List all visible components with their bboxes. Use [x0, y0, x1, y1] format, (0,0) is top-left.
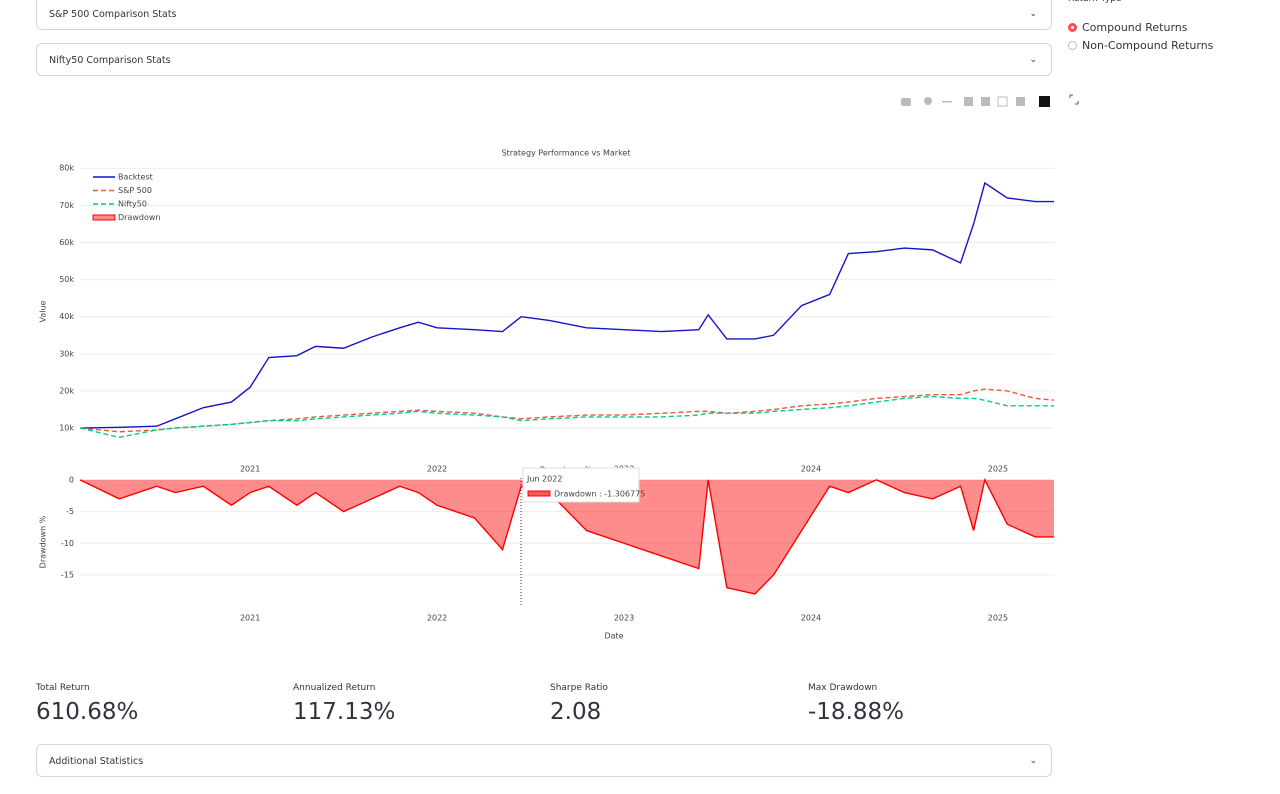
legend-label: Drawdown [118, 213, 160, 222]
metric-label: Max Drawdown [808, 683, 878, 693]
tooltip-date: Jun 2022 [526, 475, 562, 484]
y-tick-label: 30k [59, 349, 74, 358]
expander[interactable]: Nifty50 Comparison Stats ⌄ [36, 43, 1052, 76]
y-tick-label: -10 [61, 539, 74, 548]
toolbar [901, 94, 1079, 107]
radio-label: Return Type [1068, 0, 1121, 4]
radio-option[interactable]: Compound Returns [1068, 21, 1188, 34]
zoom-in-icon[interactable] [964, 97, 973, 106]
y-tick-label: 80k [59, 164, 74, 173]
chevron: ⌄ [1029, 55, 1037, 65]
metric: Max Drawdown -18.88% [808, 683, 904, 725]
metric: Sharpe Ratio 2.08 [550, 683, 608, 725]
expander-label: Nifty50 Comparison Stats [49, 55, 171, 66]
y-tick-label: 40k [59, 312, 74, 321]
chart: 10k 20k 30k 40k 50k 60k 70k 80k 2021 2022 2023 2024… [39, 94, 1079, 641]
tooltip-swatch [527, 490, 551, 497]
y-tick-label: 50k [59, 275, 74, 284]
y-tick-label: 0 [69, 475, 74, 484]
x-tick-label: 2024 [801, 465, 821, 474]
x-tick-label: 2021 [240, 614, 260, 623]
metric-value: 610.68% [36, 699, 139, 725]
y-axis-title: Drawdown % [39, 515, 48, 568]
metric-value: 2.08 [550, 699, 602, 725]
chevron: ⌄ [1029, 9, 1037, 19]
x-tick-label: 2025 [988, 614, 1008, 623]
radio-dot [1068, 23, 1077, 32]
expander[interactable]: S&P 500 Comparison Stats ⌄ [36, 0, 1052, 30]
metric: Annualized Return 117.13% [293, 683, 395, 725]
y-tick-label: -15 [61, 570, 74, 579]
metric-label: Total Return [36, 683, 90, 693]
pan-icon[interactable] [942, 101, 952, 103]
option-label: Compound Returns [1082, 21, 1188, 34]
y-tick-label: 70k [59, 201, 74, 210]
y-tick-label: -5 [66, 507, 74, 516]
y-tick-label: 10k [59, 424, 74, 433]
x-tick-label: 2023 [614, 614, 634, 623]
metric-label: Sharpe Ratio [550, 683, 608, 693]
zoom-out-icon[interactable] [981, 97, 990, 106]
plotly-logo[interactable] [1039, 96, 1050, 107]
chart-title: Strategy Performance vs Market [501, 149, 630, 158]
radio-dot [1068, 41, 1077, 50]
legend-label: Nifty50 [118, 200, 147, 209]
reset-icon[interactable] [1016, 97, 1025, 106]
metric-value: 117.13% [293, 699, 396, 725]
series-line [79, 395, 1054, 439]
x-tick-label: 2024 [801, 614, 821, 623]
area-fill [80, 479, 1054, 594]
metric-value: -18.88% [808, 699, 904, 725]
zoom-icon[interactable] [924, 97, 932, 105]
expander-label: S&P 500 Comparison Stats [49, 9, 177, 20]
metric-label: Annualized Return [293, 683, 376, 693]
chevron: ⌄ [1029, 756, 1037, 766]
y-tick-label: 60k [59, 238, 74, 247]
x-axis-title: Date [604, 632, 623, 641]
x-tick-label: 2022 [427, 614, 447, 623]
fullscreen-icon[interactable] [1069, 94, 1079, 105]
legend-label: Backtest [118, 173, 153, 182]
legend-label: S&P 500 [118, 186, 152, 195]
option-label: Non-Compound Returns [1082, 39, 1214, 52]
legend-swatch [92, 214, 116, 221]
metric: Total Return 610.68% [36, 683, 138, 725]
y-axis-title: Value [39, 300, 48, 322]
x-tick-label: 2021 [240, 465, 260, 474]
expander[interactable]: Additional Statistics ⌄ [36, 744, 1052, 777]
autoscale-icon[interactable] [997, 96, 1008, 107]
tooltip-text: Drawdown : -1.306775 [554, 490, 645, 499]
area-line [79, 477, 1054, 595]
expander-label: Additional Statistics [49, 756, 144, 767]
x-tick-label: 2025 [988, 465, 1008, 474]
series-line [79, 181, 1054, 429]
y-tick-label: 20k [59, 386, 74, 395]
camera-icon[interactable] [901, 98, 911, 106]
radio-option[interactable]: Non-Compound Returns [1068, 39, 1213, 52]
x-tick-label: 2022 [427, 465, 447, 474]
